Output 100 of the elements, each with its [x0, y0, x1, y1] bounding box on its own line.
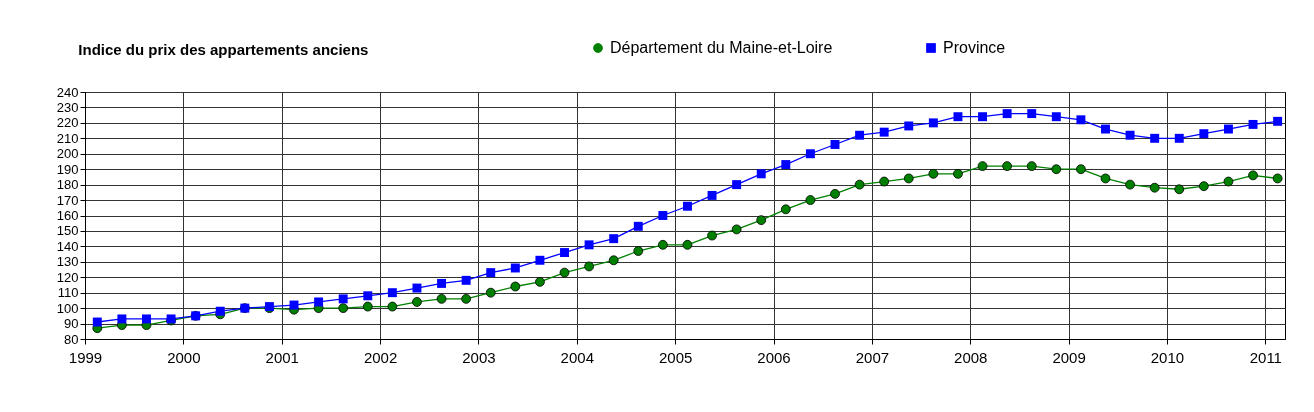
point: [854, 179, 865, 190]
point: [1051, 164, 1062, 175]
point: [1248, 170, 1258, 181]
x-tick-label: 2008: [954, 348, 988, 366]
point: [485, 287, 496, 298]
point: [387, 301, 398, 312]
point: [805, 149, 815, 159]
x-tick-label: 2010: [1150, 348, 1185, 366]
point: [387, 288, 397, 298]
point: [437, 278, 447, 288]
point: [510, 263, 520, 273]
point: [1223, 176, 1234, 187]
x-tick-label: 2004: [560, 348, 594, 366]
point: [903, 173, 914, 184]
point: [953, 112, 963, 122]
point: [1002, 161, 1012, 171]
point: [855, 130, 865, 140]
point: [928, 168, 939, 179]
x-tick-label: 2003: [462, 348, 496, 366]
x-tick-label: 2009: [1052, 348, 1086, 366]
point: [461, 275, 471, 285]
chart-title: Indice du prix des appartements anciens: [78, 41, 369, 58]
point: [289, 300, 299, 310]
y-tick-label: 130: [56, 254, 79, 270]
point: [830, 140, 840, 149]
point: [707, 190, 717, 200]
point: [1149, 182, 1160, 193]
y-tick-label: 230: [56, 99, 79, 115]
y-tick-label: 80: [64, 331, 79, 347]
point: [584, 240, 594, 250]
point: [1248, 119, 1258, 129]
point: [756, 215, 767, 225]
point: [1076, 164, 1086, 175]
point: [584, 261, 594, 272]
point: [682, 239, 693, 250]
point: [1002, 109, 1012, 119]
point: [314, 297, 324, 307]
point: [633, 246, 644, 256]
legend-label: Province: [943, 39, 1006, 56]
point: [412, 297, 422, 307]
point: [781, 160, 791, 170]
y-tick-label: 240: [56, 84, 79, 100]
point: [1150, 133, 1160, 143]
y-tick-label: 160: [56, 208, 79, 223]
point: [363, 291, 373, 301]
point: [1101, 124, 1110, 134]
y-tick-label: 140: [56, 238, 79, 254]
point: [92, 317, 102, 327]
legend-label: Département du Maine-et-Loire: [610, 39, 833, 56]
x-tick-label: 1999: [68, 348, 103, 366]
point: [215, 306, 225, 316]
point: [1125, 130, 1135, 140]
point: [978, 112, 988, 122]
point: [1174, 184, 1185, 195]
y-tick-label: 200: [56, 146, 79, 162]
point: [117, 314, 127, 324]
x-tick-label: 2007: [855, 348, 890, 366]
point: [879, 127, 889, 137]
point: [732, 180, 742, 190]
point: [904, 121, 914, 131]
y-tick-label: 210: [56, 130, 79, 146]
y-tick-label: 150: [56, 223, 79, 239]
y-tick-label: 90: [64, 316, 79, 332]
point: [1076, 115, 1086, 125]
point: [362, 301, 373, 312]
point: [559, 267, 570, 278]
x-tick-label: 2006: [757, 348, 791, 366]
point: [1100, 173, 1111, 184]
point: [633, 221, 643, 231]
x-tick-label: 2000: [167, 348, 201, 366]
point: [1027, 109, 1037, 119]
point: [142, 314, 151, 324]
point: [412, 283, 422, 293]
y-tick-label: 170: [56, 192, 79, 208]
point: [830, 189, 840, 199]
y-tick-label: 100: [56, 300, 79, 316]
point: [879, 176, 890, 187]
point: [1051, 112, 1061, 122]
x-tick-label: 2002: [363, 348, 398, 366]
point: [1125, 179, 1135, 190]
x-tick-label: 2005: [658, 348, 693, 366]
point: [977, 161, 988, 171]
point: [928, 118, 938, 128]
point: [1026, 161, 1037, 171]
y-tick-label: 110: [57, 285, 79, 301]
point: [461, 294, 472, 304]
y-tick-label: 190: [56, 161, 79, 177]
point: [1198, 181, 1209, 192]
point: [780, 204, 791, 215]
point: [535, 255, 545, 265]
y-tick-label: 220: [56, 115, 79, 131]
point: [609, 234, 619, 244]
point: [805, 195, 816, 205]
point: [1174, 133, 1184, 143]
point: [1199, 129, 1209, 139]
point: [436, 294, 447, 304]
point: [338, 303, 349, 313]
point: [658, 239, 668, 250]
point: [1273, 116, 1283, 126]
point: [756, 169, 766, 179]
